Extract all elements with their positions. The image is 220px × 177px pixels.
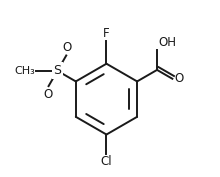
Text: O: O [43,88,52,101]
Text: O: O [62,41,72,54]
Text: OH: OH [158,36,176,49]
Text: S: S [53,64,61,77]
Text: Cl: Cl [101,155,112,168]
Text: F: F [103,27,110,40]
Text: CH₃: CH₃ [14,66,35,76]
Text: O: O [174,72,184,85]
Text: S: S [27,64,35,77]
